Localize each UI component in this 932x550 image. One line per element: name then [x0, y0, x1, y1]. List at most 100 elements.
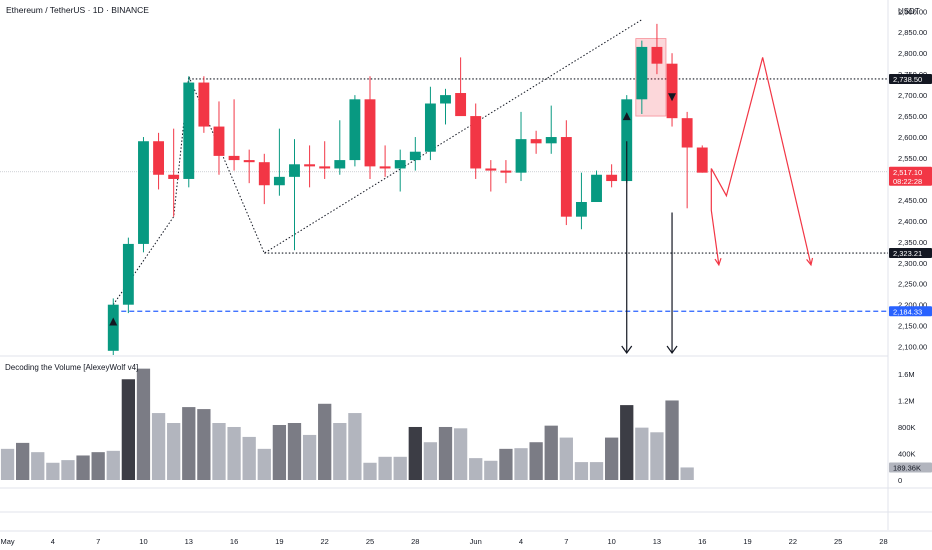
candle-body [591, 174, 602, 203]
volume-panel-title: Decoding the Volume [AlexeyWolf v4] [5, 363, 138, 372]
price-tick-label: 2,850.00 [898, 28, 927, 37]
time-tick-label: 28 [879, 537, 887, 546]
candle-body [485, 168, 497, 171]
candle-body [107, 304, 119, 351]
candle-body [213, 126, 225, 156]
volume-bar [257, 448, 271, 480]
volume-bar [650, 432, 664, 480]
time-tick-label: 22 [321, 537, 329, 546]
volume-bar [197, 409, 211, 480]
candle-body [636, 46, 648, 100]
chart-title: Ethereum / TetherUS · 1D · BINANCE [6, 5, 149, 15]
time-axis[interactable]: May 4 7 10 13 16 19 22 25 28 Jun 4 7 10 13 16 19 22 25 28 [0, 537, 887, 546]
price-tick-label: 2,300.00 [898, 259, 927, 268]
candle-body [289, 164, 300, 177]
candle-body [349, 99, 361, 161]
volume-bar [318, 403, 332, 480]
volume-bar [393, 456, 407, 480]
time-tick-label: 13 [653, 537, 661, 546]
candle-body [379, 166, 391, 169]
volume-bar [333, 423, 347, 480]
volume-tick-label: 1.2M [898, 396, 915, 405]
candle-body [424, 103, 436, 152]
volume-bar [0, 448, 15, 480]
volume-bar [544, 425, 558, 480]
candle-body [153, 141, 165, 175]
time-tick-label: 25 [834, 537, 842, 546]
candle-body [470, 116, 482, 169]
volume-bar [227, 426, 241, 480]
candle-body [183, 82, 195, 179]
volume-bar [287, 423, 302, 480]
volume-badge-text: 189.36K [893, 463, 921, 472]
volume-tick-label: 400K [898, 449, 916, 458]
volume-tick-label: 800K [898, 423, 916, 432]
time-tick-label: 10 [607, 537, 615, 546]
candle-body [606, 174, 618, 182]
candle-body [228, 155, 240, 161]
candle-body [440, 95, 451, 104]
resistance-badge-text: 2,738.50 [893, 75, 922, 84]
volume-bar [529, 442, 543, 480]
price-tick-label: 2,800.00 [898, 49, 927, 58]
volume-bar [61, 460, 75, 480]
candle-body [575, 202, 587, 217]
marker-down [668, 93, 677, 102]
time-tick-label: 22 [789, 537, 797, 546]
price-tick-label: 2,400.00 [898, 217, 927, 226]
volume-bar [76, 455, 90, 480]
price-axis[interactable]: 2,900.002,850.002,800.002,750.002,700.00… [889, 7, 932, 485]
volume-bar [106, 450, 120, 480]
volume-bar [589, 462, 604, 480]
volume-bar [136, 368, 151, 480]
support-badge-text: 2,323.21 [893, 249, 922, 258]
volume-bar [348, 413, 362, 480]
overlay-arrows [109, 57, 814, 355]
candle-body [651, 46, 663, 64]
volume-bar [363, 462, 377, 480]
last-price-badge-text: 08:22:28 [893, 177, 922, 186]
volume-badge [889, 462, 932, 473]
volume-bar [604, 437, 619, 480]
candle-body [560, 137, 572, 217]
volume-bar [574, 462, 589, 480]
candle-body [122, 243, 134, 305]
candle-body [138, 141, 149, 244]
resistance-badge [889, 73, 932, 84]
candlesticks [107, 23, 708, 355]
drawing-annotations [112, 19, 667, 305]
price-tick-label: 2,600.00 [898, 133, 927, 142]
last-price-badge-text: 2,517.10 [893, 168, 922, 177]
volume-bar [665, 400, 679, 480]
price-tick-label: 2,650.00 [898, 112, 927, 121]
candle-body [530, 139, 542, 144]
candle-body [364, 99, 376, 167]
down-arrow-head [666, 345, 678, 355]
time-tick-label: 7 [96, 537, 100, 546]
candle-body [545, 137, 557, 144]
volume-bar [408, 426, 422, 480]
candle-body [198, 82, 210, 127]
volume-bar [212, 423, 226, 480]
price-tick-label: 2,550.00 [898, 154, 927, 163]
arrow-head [714, 258, 722, 267]
volume-bar [378, 456, 392, 480]
time-tick-label: 4 [519, 537, 523, 546]
candle-body [394, 160, 406, 169]
candle-body [666, 63, 678, 119]
volume-tick-label: 1.6M [898, 370, 915, 379]
volume-bar [302, 434, 317, 480]
volume-bar [514, 448, 528, 480]
time-tick-label: 19 [743, 537, 751, 546]
volume-bar [182, 407, 196, 480]
blue-level-badge [889, 306, 932, 317]
candle-body [168, 174, 180, 179]
candle-body [273, 176, 285, 186]
candle-body [500, 170, 512, 173]
candle-body [243, 160, 255, 163]
volume-bar [680, 467, 694, 480]
price-tick-label: 2,700.00 [898, 91, 927, 100]
volume-bar [499, 448, 513, 480]
price-tick-label: 2,900.00 [898, 7, 927, 16]
